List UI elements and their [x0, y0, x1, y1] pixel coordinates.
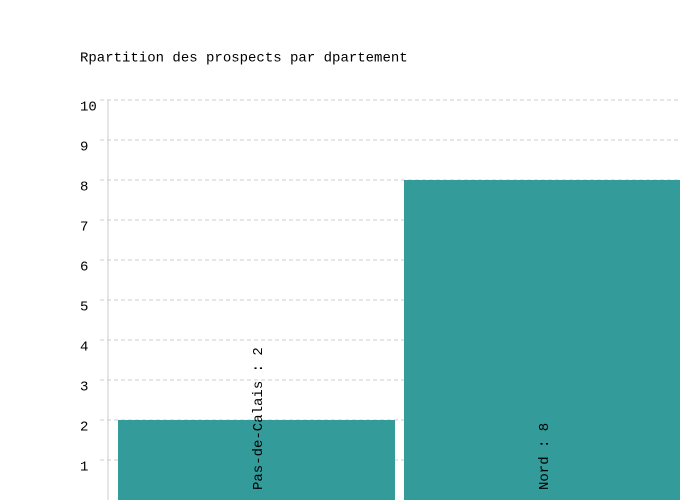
data-label: Nord : 8	[537, 423, 553, 490]
y-tick-label: 4	[80, 340, 88, 356]
y-tick-label: 3	[80, 380, 88, 396]
chart-title: Rpartition des prospects par dpartement	[80, 51, 408, 67]
data-label: Pas-de-Calais : 2	[251, 347, 267, 490]
y-tick-label: 8	[80, 180, 88, 196]
bar	[118, 420, 395, 500]
y-tick-label: 6	[80, 260, 88, 276]
y-tick-label: 1	[80, 460, 88, 476]
y-tick-label: 7	[80, 220, 88, 236]
y-tick-label: 10	[80, 100, 97, 116]
y-tick-label: 9	[80, 140, 88, 156]
y-tick-label: 5	[80, 300, 88, 316]
bar	[404, 180, 680, 500]
y-tick-label: 2	[80, 420, 88, 436]
